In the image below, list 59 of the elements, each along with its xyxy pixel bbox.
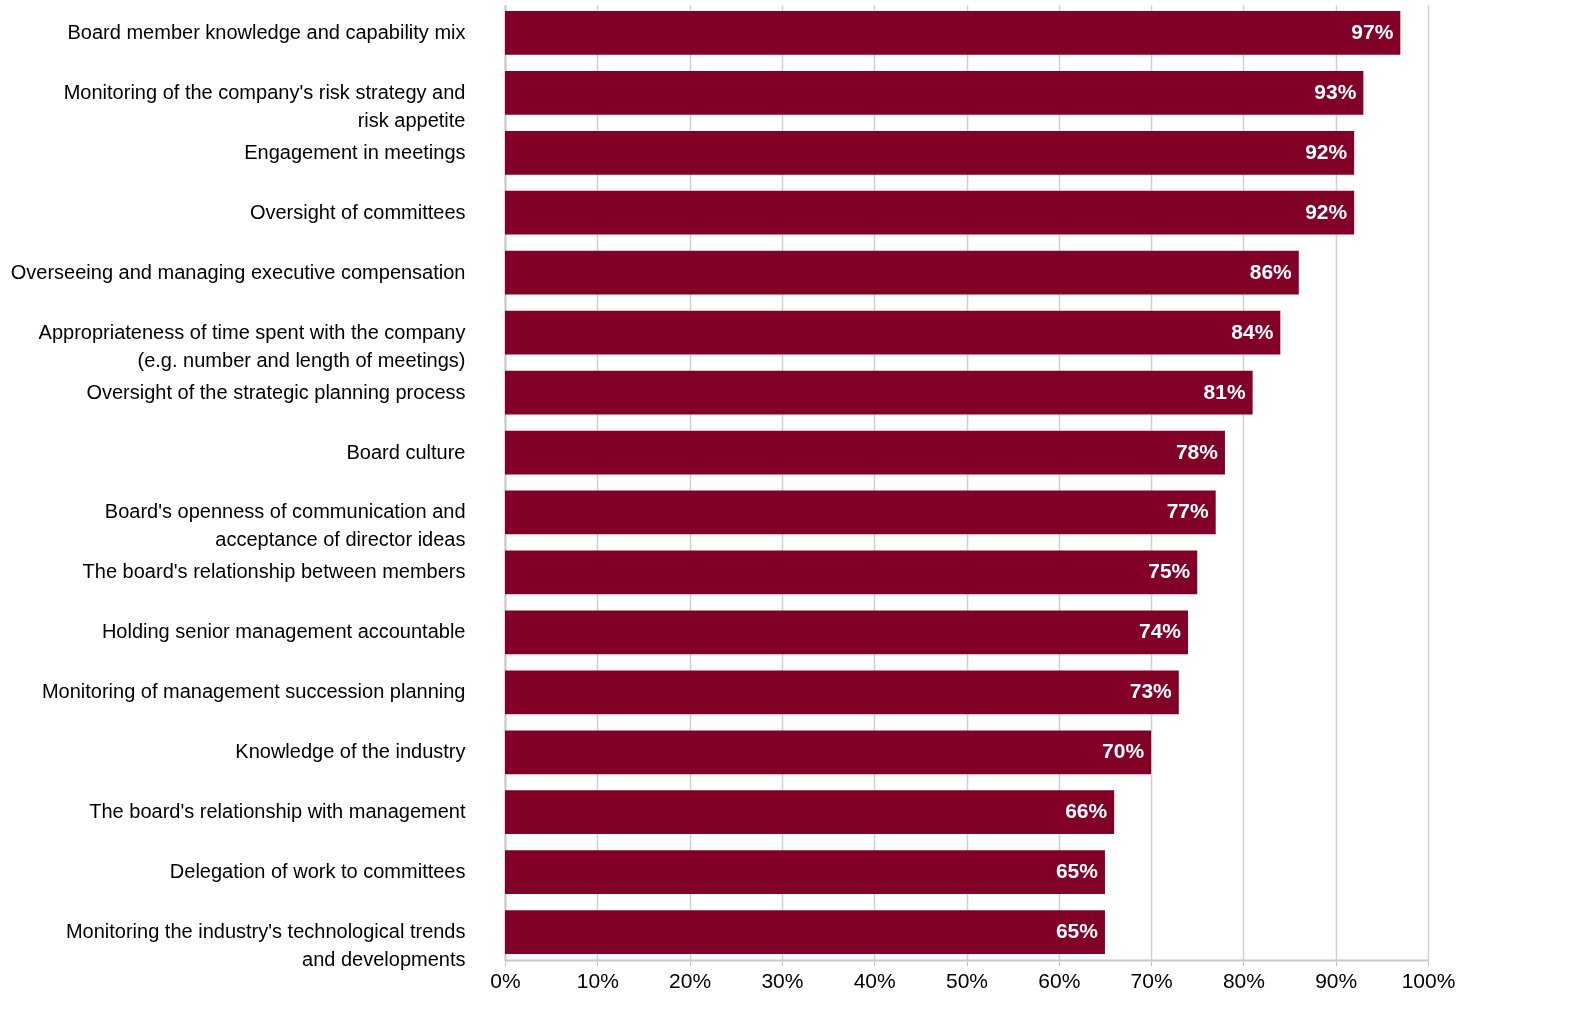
bar	[505, 670, 1179, 715]
y-tick-label: Monitoring the industry's technological trends and developments	[65, 920, 466, 971]
x-tick-label: 100%	[1401, 968, 1456, 992]
x-tick-label: 80%	[1222, 968, 1265, 992]
bar	[505, 490, 1216, 535]
data-label: 86%	[1249, 259, 1293, 283]
bar	[505, 370, 1253, 415]
data-label: 97%	[1351, 19, 1394, 43]
bar	[505, 310, 1281, 355]
bar	[505, 10, 1401, 55]
data-label: 77%	[1166, 499, 1210, 523]
data-label: 66%	[1065, 799, 1108, 823]
y-tick-label: Appropriateness of time spent with the company (e.g. number and length of meetings)	[38, 320, 466, 371]
data-label: 70%	[1102, 739, 1145, 763]
y-tick-label: Board member knowledge and capability mix	[67, 20, 466, 43]
bar	[505, 70, 1364, 115]
x-tick-label: 30%	[761, 968, 804, 992]
y-tick-label: Oversight of the strategic planning process	[86, 380, 466, 403]
x-tick-label: 70%	[1130, 968, 1173, 992]
x-tick-label: 10%	[576, 968, 619, 992]
y-tick-label: The board's relationship between members	[82, 560, 466, 583]
x-tick-label: 20%	[669, 968, 712, 992]
bar	[505, 910, 1105, 955]
y-tick-label: Knowledge of the industry	[235, 740, 466, 763]
y-tick-label: Delegation of work to committees	[169, 860, 466, 883]
y-tick-label: Board culture	[346, 440, 466, 463]
data-label: 92%	[1305, 139, 1348, 163]
bar	[505, 790, 1115, 835]
x-tick-label: 0%	[490, 968, 521, 992]
bar	[505, 190, 1355, 235]
data-label: 78%	[1175, 439, 1219, 463]
data-label: 92%	[1305, 199, 1348, 223]
bar	[505, 730, 1152, 775]
bar	[505, 610, 1189, 655]
data-label: 73%	[1129, 679, 1173, 703]
y-tick-label: Oversight of committees	[249, 200, 466, 223]
y-tick-label: The board's relationship with management	[89, 800, 466, 823]
y-tick-label: Board's openness of communication and acceptance of director ideas	[104, 500, 466, 551]
bar	[505, 550, 1198, 595]
y-tick-label: Monitoring of the company's risk strategy and risk appetite	[63, 80, 466, 131]
bar	[505, 250, 1299, 295]
x-tick-label: 60%	[1038, 968, 1081, 992]
y-tick-label: Monitoring of management succession planning	[41, 680, 466, 703]
x-tick-label: 50%	[945, 968, 989, 992]
y-tick-label: Overseeing and managing executive compensation	[10, 260, 466, 283]
bar	[505, 130, 1355, 175]
y-tick-label: Engagement in meetings	[244, 140, 466, 163]
bar	[505, 850, 1105, 895]
bar	[505, 430, 1225, 475]
y-tick-label: Holding senior management accountable	[101, 620, 466, 643]
data-label: 75%	[1148, 559, 1191, 583]
data-label: 84%	[1231, 319, 1274, 343]
data-label: 65%	[1055, 859, 1099, 883]
data-label: 74%	[1138, 619, 1182, 643]
data-label: 81%	[1203, 379, 1246, 403]
x-tick-label: 40%	[853, 968, 896, 992]
x-tick-label: 90%	[1315, 968, 1358, 992]
data-label: 65%	[1055, 919, 1099, 943]
data-label: 93%	[1314, 79, 1357, 103]
